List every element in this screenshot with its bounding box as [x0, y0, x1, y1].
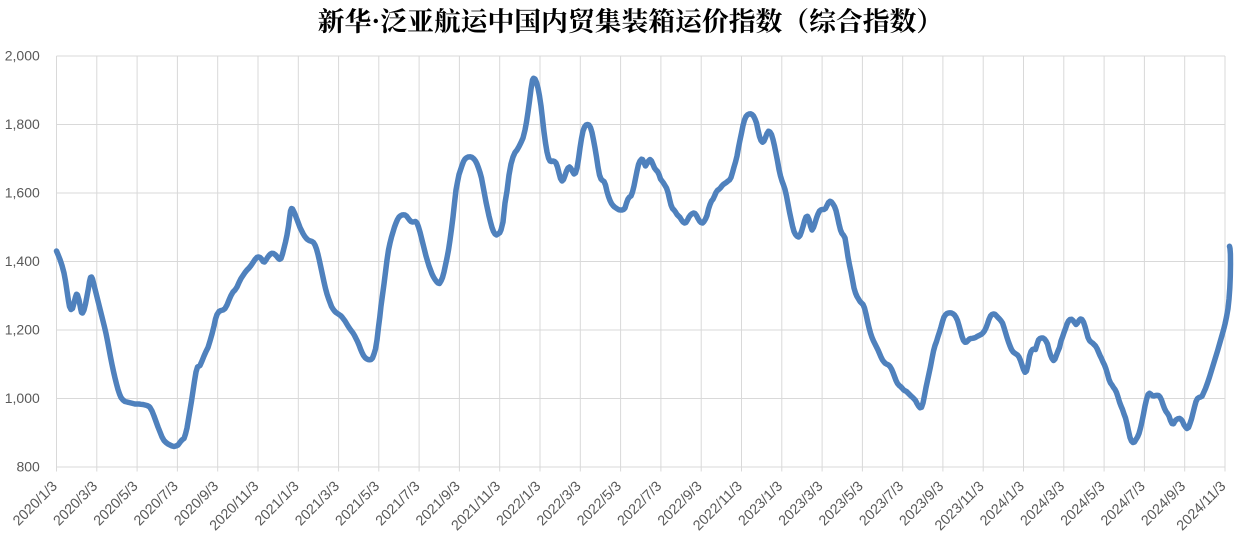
svg-text:800: 800: [16, 459, 40, 475]
svg-text:1,400: 1,400: [5, 253, 40, 269]
svg-text:1,800: 1,800: [5, 116, 40, 132]
svg-text:1,600: 1,600: [5, 185, 40, 201]
svg-text:1,000: 1,000: [5, 390, 40, 406]
svg-text:2,000: 2,000: [5, 48, 40, 64]
svg-text:1,200: 1,200: [5, 322, 40, 338]
